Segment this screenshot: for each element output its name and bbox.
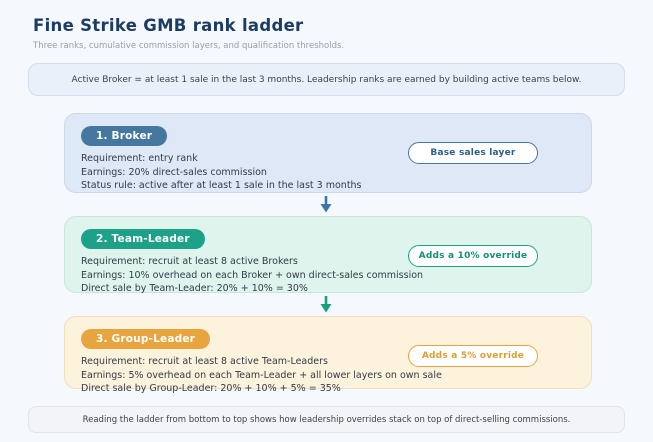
page-title: Fine Strike GMB rank ladder <box>33 16 304 35</box>
down-arrow-icon <box>320 196 332 213</box>
rank-card-team-leader: 2. Team-Leader Adds a 10% override Requi… <box>64 216 592 296</box>
rank-line: Earnings: 10% overhead on each Broker + … <box>81 269 424 281</box>
rank-card-group-leader: 3. Group-Leader Adds a 5% override Requi… <box>64 316 592 394</box>
top-note-text: Active Broker = at least 1 sale in the l… <box>71 74 582 85</box>
rank-tag: Base sales layer <box>408 142 538 164</box>
top-note: Active Broker = at least 1 sale in the l… <box>28 63 625 96</box>
rank-tag: Adds a 5% override <box>408 345 538 367</box>
rank-details: Requirement: entry rank Earnings: 20% di… <box>81 152 575 193</box>
page-subtitle: Three ranks, cumulative commission layer… <box>33 41 345 51</box>
rank-line: Requirement: entry rank <box>81 153 198 164</box>
rank-line: Requirement: recruit at least 8 active T… <box>81 356 328 367</box>
down-arrow-icon <box>320 296 332 313</box>
bottom-note-text: Reading the ladder from bottom to top sh… <box>82 414 571 425</box>
rank-line: Direct sale by Team-Leader: 20% + 10% = … <box>81 283 308 294</box>
rank-badge: 3. Group-Leader <box>81 329 211 349</box>
rank-badge: 1. Broker <box>81 126 168 146</box>
rank-line: Earnings: 20% direct-sales commission <box>81 166 267 178</box>
bottom-note: Reading the ladder from bottom to top sh… <box>28 406 625 433</box>
rank-details: Requirement: recruit at least 8 active T… <box>81 355 575 396</box>
rank-line: Direct sale by Group-Leader: 20% + 10% +… <box>81 383 341 394</box>
rank-line: Earnings: 5% overhead on each Team-Leade… <box>81 369 442 381</box>
rank-badge: 2. Team-Leader <box>81 229 205 249</box>
rank-card-broker: 1. Broker Base sales layer Requirement: … <box>64 113 592 193</box>
rank-line: Status rule: active after at least 1 sal… <box>81 180 362 191</box>
rank-details: Requirement: recruit at least 8 active B… <box>81 255 575 296</box>
rank-tag: Adds a 10% override <box>408 245 538 267</box>
rank-line: Requirement: recruit at least 8 active B… <box>81 256 298 267</box>
